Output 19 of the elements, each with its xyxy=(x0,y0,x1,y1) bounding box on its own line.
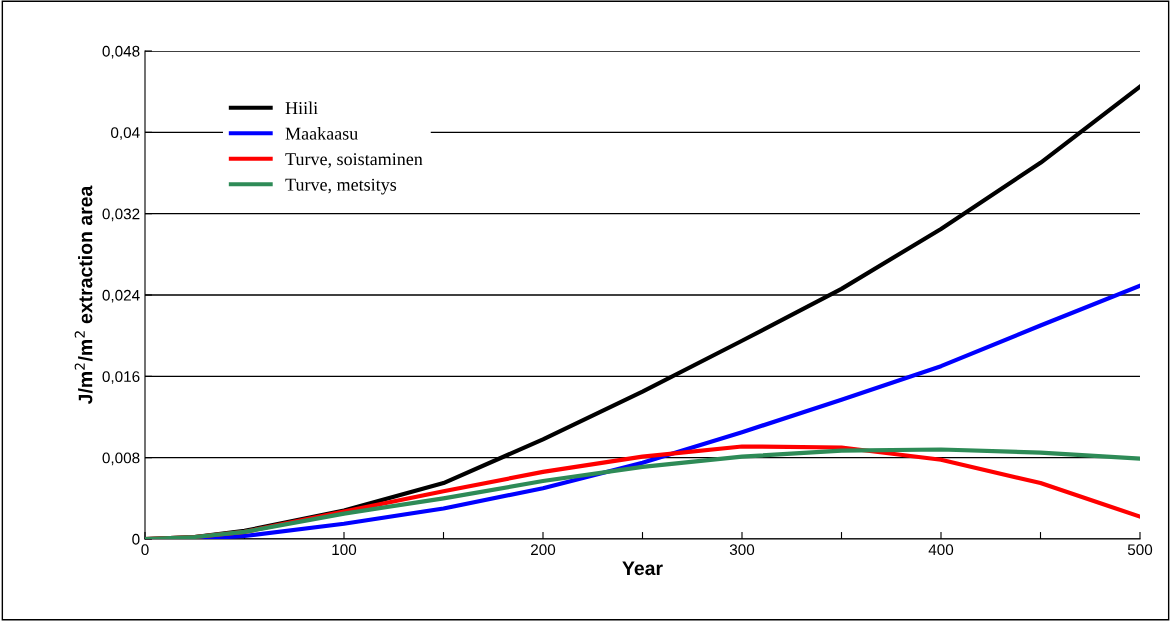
y-axis-title: J/m$^{2}$/m$^{2}$ extraction area xyxy=(74,185,93,405)
x-tick-label: 100 xyxy=(332,544,357,556)
x-axis-title: Year xyxy=(622,561,663,576)
y-tick-label: 0 xyxy=(132,533,140,545)
x-tick-label: 500 xyxy=(1127,544,1153,556)
y-tick-label: 0,04 xyxy=(111,127,140,140)
x-tick-label: 400 xyxy=(928,544,954,556)
legend-label: Turve, metsitys xyxy=(285,178,397,195)
legend-label: Turve, soistaminen xyxy=(285,153,423,168)
y-tick-label: 0,024 xyxy=(102,289,140,303)
y-tick-label: 0,032 xyxy=(102,208,140,222)
y-tick-label: 0,008 xyxy=(102,452,140,466)
legend-label: Hiili xyxy=(285,101,318,115)
y-tick-label: 0,016 xyxy=(102,371,140,384)
legend-label: Maakaasu xyxy=(285,127,358,140)
y-tick-label: 0,048 xyxy=(102,45,140,59)
x-tick-label: 0 xyxy=(141,544,149,556)
x-tick-label: 200 xyxy=(531,544,556,556)
x-tick-label: 300 xyxy=(729,544,755,556)
